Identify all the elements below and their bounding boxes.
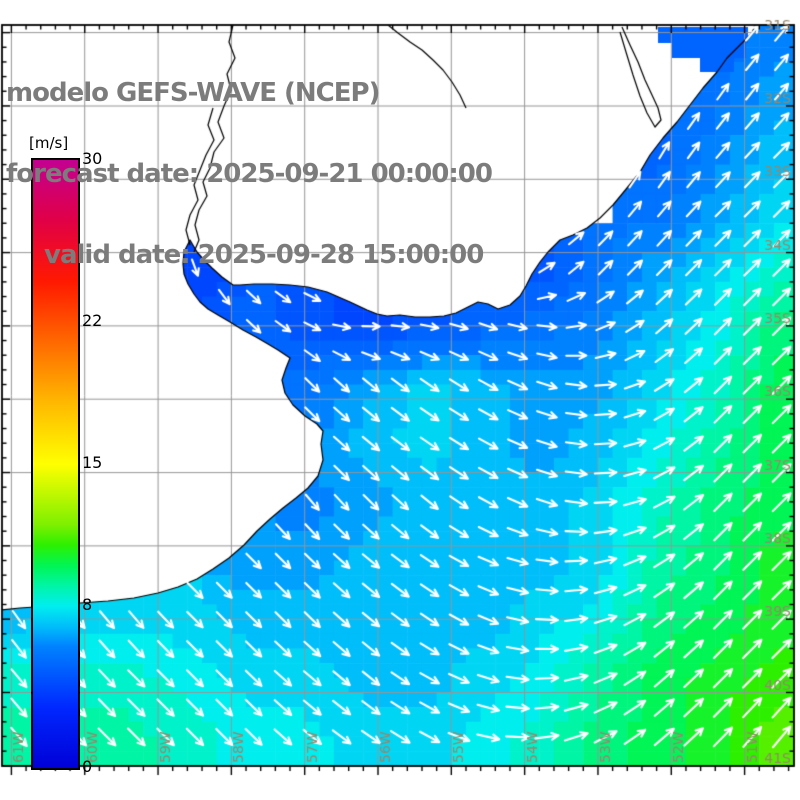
colorbar-tick-label: 15 [82,453,103,472]
colorbar-tick-label: 22 [82,311,103,331]
title-model: modelo GEFS-WAVE (NCEP) [6,78,380,108]
colorbar-tick-label: 30 [82,149,103,168]
colorbar-gradient [31,158,80,770]
colorbar-tick-label: 0 [82,757,93,776]
colorbar-unit-label: [m/s] [29,134,69,152]
colorbar-tick-label: 8 [82,594,93,614]
title-forecast-date: forecast date: 2025-09-21 00:00:00 [6,159,493,189]
title-block: modelo GEFS-WAVE (NCEP) forecast date: 2… [6,26,493,323]
title-valid-date: valid date: 2025-09-28 15:00:00 [44,240,484,270]
